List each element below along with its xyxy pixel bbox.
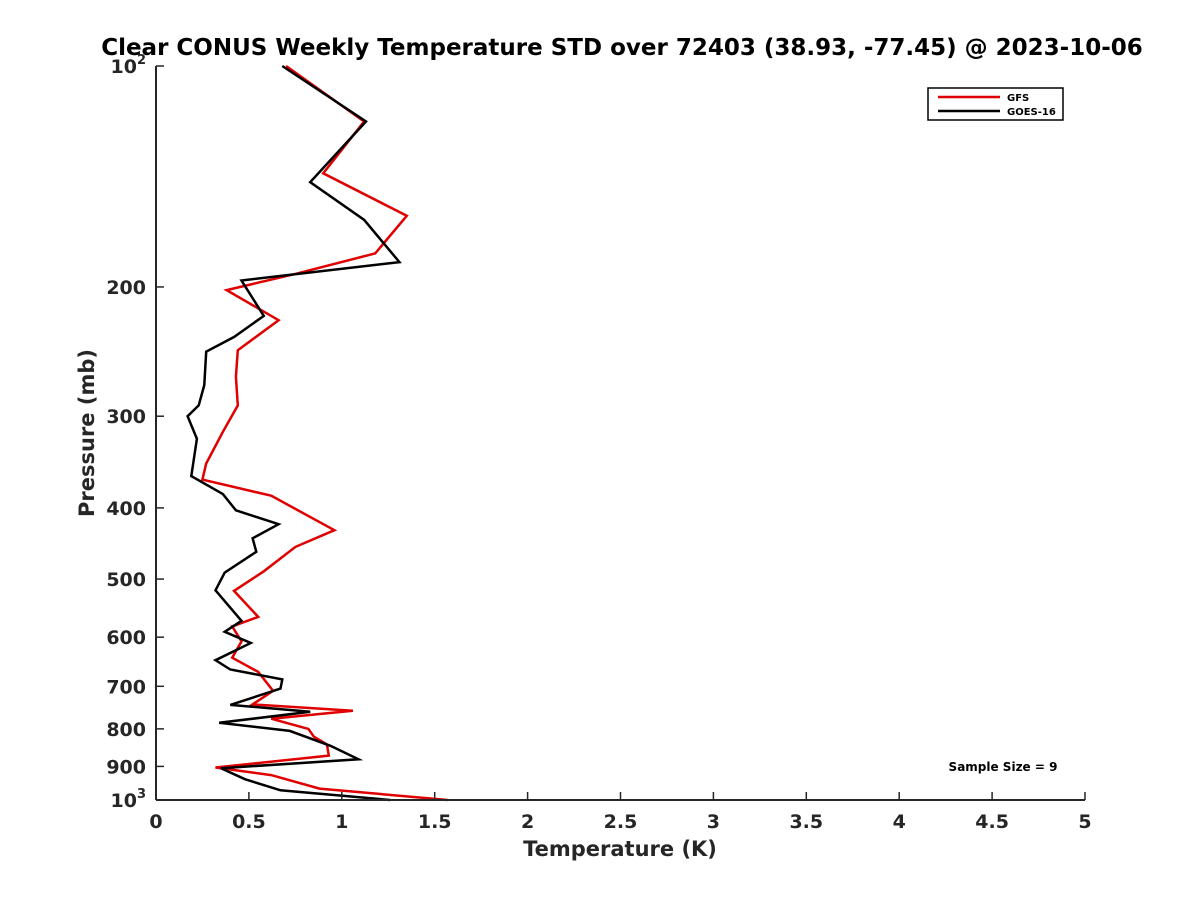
- y-tick-label: 600: [106, 627, 146, 649]
- chart-title: Clear CONUS Weekly Temperature STD over …: [101, 35, 1143, 61]
- legend-label-goes16: GOES-16: [1007, 107, 1056, 118]
- x-tick-label: 4.5: [975, 811, 1009, 833]
- plot-area: [186, 64, 448, 802]
- legend-box: [927, 87, 1064, 121]
- x-tick-label: 2: [521, 811, 534, 833]
- x-tick-label: 2.5: [604, 811, 638, 833]
- legend-label-gfs: GFS: [1007, 93, 1029, 104]
- x-axis-title: Temperature (K): [523, 837, 717, 861]
- y-tick-label: 200: [106, 277, 146, 299]
- y-tick-label: 500: [106, 569, 146, 591]
- axes: 0 0.5 1 1.5 2 2.5 3 3.5 4 4.5 5 102 200 300 400 500 600 7…: [106, 53, 1091, 833]
- y-axis-title: Pressure (mb): [75, 349, 99, 517]
- x-tick-label: 4: [893, 811, 906, 833]
- x-tick-label: 0: [149, 811, 162, 833]
- y-tick-label: 103: [111, 787, 147, 812]
- x-tick-label: 1.5: [418, 811, 452, 833]
- y-tick-label: 102: [111, 53, 147, 78]
- x-tick-label: 5: [1078, 811, 1091, 833]
- legend: GFS GOES-16: [927, 87, 1064, 121]
- y-tick-label: 800: [106, 719, 146, 741]
- x-tick-label: 3.5: [789, 811, 823, 833]
- y-tick-label: 900: [106, 756, 146, 778]
- sample-size-annotation: Sample Size = 9: [949, 760, 1058, 774]
- x-tick-label: 1: [335, 811, 348, 833]
- y-tick-label: 400: [106, 498, 146, 520]
- y-tick-label: 300: [106, 406, 146, 428]
- x-tick-label: 0.5: [232, 811, 266, 833]
- x-tick-label: 3: [707, 811, 720, 833]
- series-line-gfs: [200, 64, 448, 802]
- y-tick-label: 700: [106, 676, 146, 698]
- series-line-goes16: [186, 64, 402, 802]
